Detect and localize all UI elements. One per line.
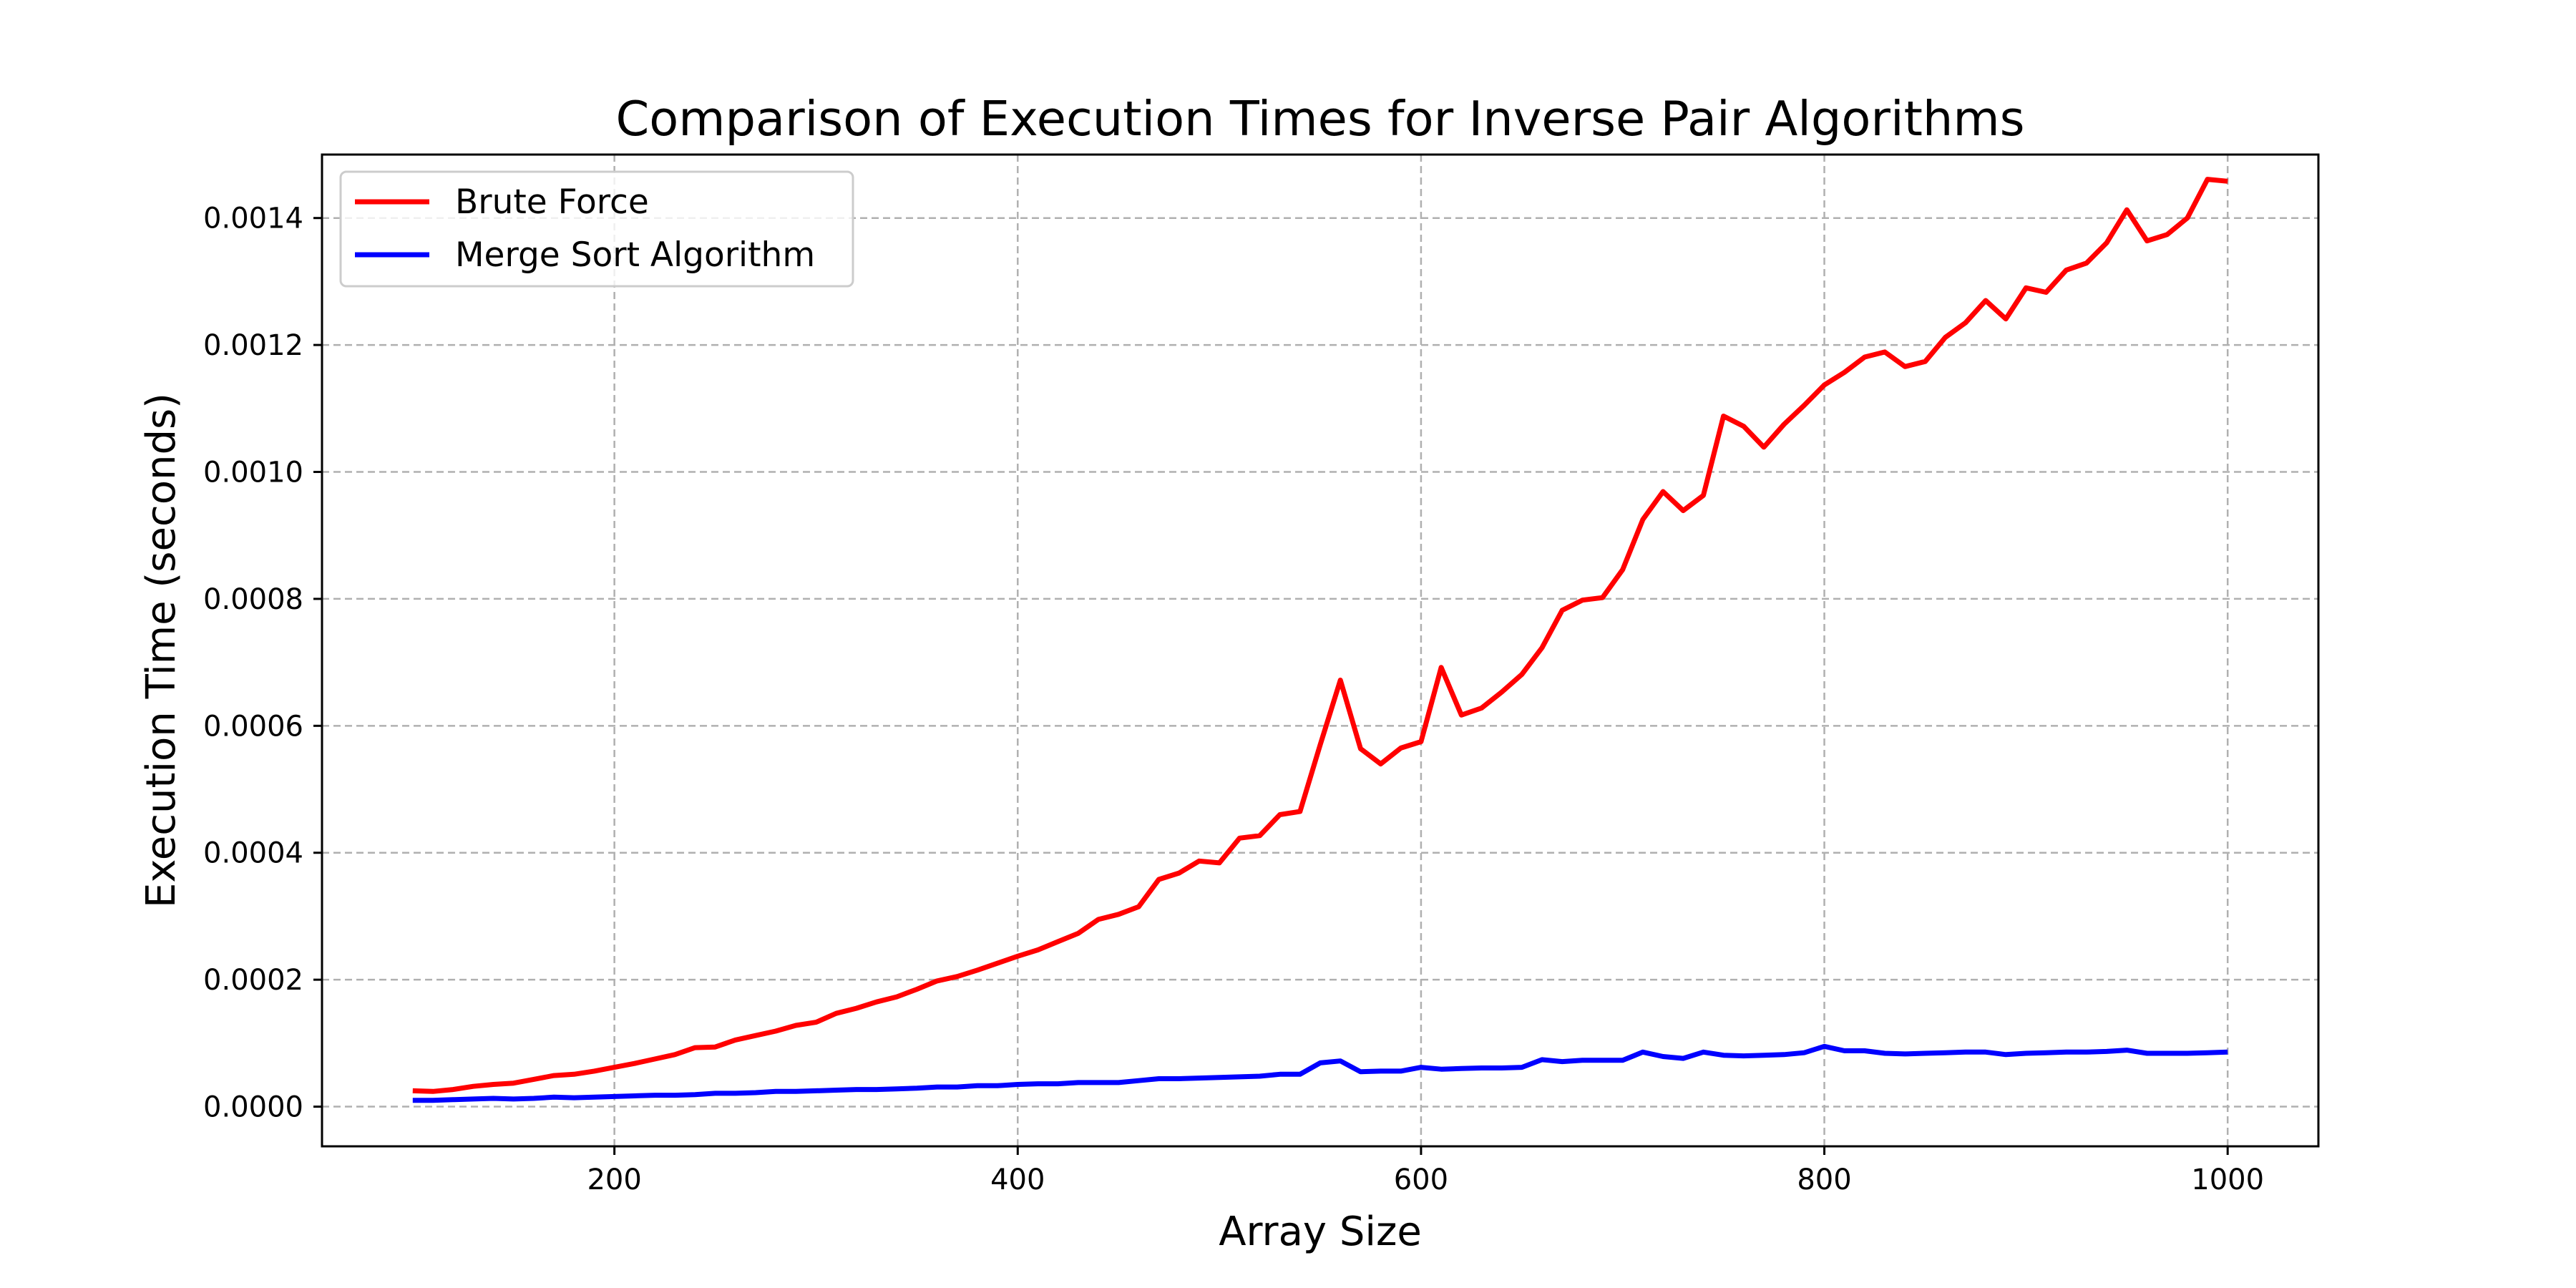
series-line-merge-sort-algorithm xyxy=(412,1043,2228,1103)
y-tick-label: 0.0010 xyxy=(203,457,303,489)
chart-title: Comparison of Execution Times for Invers… xyxy=(615,91,2024,147)
y-tick-label: 0.0008 xyxy=(203,583,303,616)
x-tick-label: 800 xyxy=(1797,1163,1851,1196)
x-tick-label: 400 xyxy=(990,1163,1045,1196)
legend-box xyxy=(339,170,854,288)
y-axis-ticks: 0.0000 0.0002 0.0004 0.0006 0.0008 0.0010 0.00… xyxy=(203,203,322,1124)
y-tick-label: 0.0012 xyxy=(203,329,303,362)
legend-label-brute-force: Brute Force xyxy=(455,182,649,222)
legend: Brute Force Merge Sort Algorithm xyxy=(339,170,854,288)
series-line-brute-force xyxy=(412,177,2228,1094)
legend-label-merge-sort: Merge Sort Algorithm xyxy=(455,235,815,275)
x-axis-ticks: 200 400 600 800 1000 xyxy=(587,1146,2264,1196)
y-axis-label: Execution Time (seconds) xyxy=(138,393,185,908)
x-tick-label: 200 xyxy=(587,1163,641,1196)
y-tick-label: 0.0014 xyxy=(203,203,303,235)
x-tick-label: 600 xyxy=(1394,1163,1448,1196)
x-tick-label: 1000 xyxy=(2191,1163,2264,1196)
plot-frame xyxy=(321,153,2320,1148)
y-tick-label: 0.0006 xyxy=(203,710,303,743)
y-tick-label: 0.0000 xyxy=(203,1091,303,1124)
grid xyxy=(322,155,2318,1146)
y-tick-label: 0.0004 xyxy=(203,837,303,870)
series-lines xyxy=(412,177,2228,1103)
y-tick-label: 0.0002 xyxy=(203,964,303,997)
x-axis-label: Array Size xyxy=(1219,1209,1422,1255)
